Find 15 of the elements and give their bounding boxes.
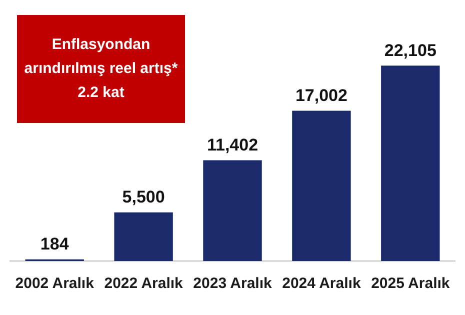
x-tick-label: 2024 Aralık bbox=[282, 275, 362, 292]
x-tick-label: 2023 Aralık bbox=[193, 275, 272, 292]
bar bbox=[114, 212, 173, 261]
data-label: 5,500 bbox=[122, 188, 165, 207]
x-tick-label: 2025 Aralık bbox=[371, 275, 450, 292]
bar bbox=[203, 160, 262, 261]
x-tick-label: 2002 Aralık bbox=[15, 275, 95, 292]
data-label: 17,002 bbox=[295, 86, 348, 105]
bar bbox=[292, 110, 351, 261]
data-label: 184 bbox=[40, 234, 70, 254]
data-label: 22,105 bbox=[384, 40, 436, 60]
note-box: Enflasyondan arındırılmış reel artış* 2.2 kat bbox=[17, 15, 185, 123]
bar bbox=[381, 66, 440, 261]
data-label: 11,402 bbox=[206, 135, 258, 154]
x-tick-label: 2022 Aralık bbox=[104, 275, 184, 292]
